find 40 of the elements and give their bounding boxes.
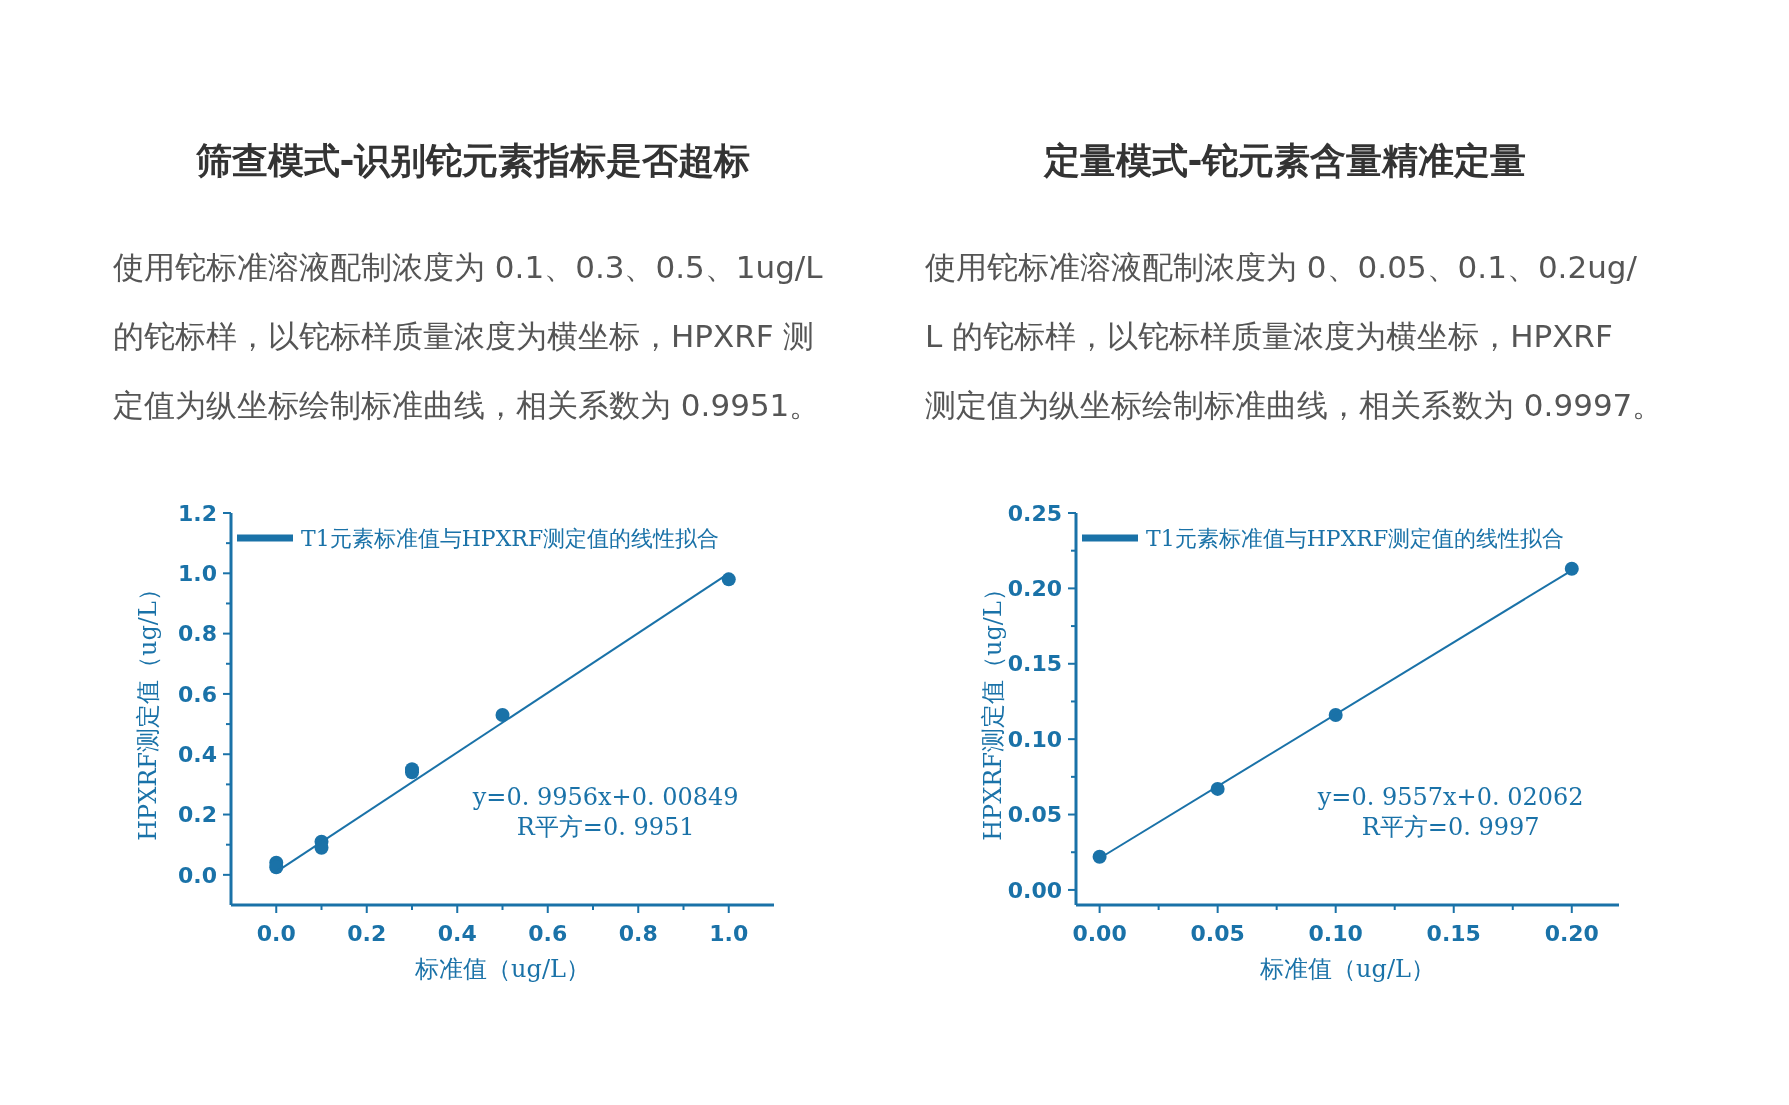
- y-tick-label: 0.8: [178, 621, 217, 647]
- x-tick-label: 0.8: [618, 921, 658, 946]
- x-tick-label: 0.15: [1426, 921, 1481, 946]
- legend-label: T1元素标准值与HPXRF测定值的线性拟合: [301, 525, 720, 551]
- x-tick-label: 0.4: [437, 921, 477, 946]
- annotation: R平方=0. 9951: [516, 813, 695, 841]
- y-axis-title: HPXRF测定值（ug/L）: [979, 577, 1007, 841]
- y-tick-label: 0.20: [1007, 576, 1062, 602]
- x-tick-label: 0.05: [1190, 921, 1245, 946]
- chart-title: 定量模式-铊元素含量精准定量: [1042, 140, 1527, 181]
- annotation: y=0. 9557x+0. 02062: [1316, 783, 1584, 811]
- annotation: y=0. 9956x+0. 00849: [471, 783, 739, 811]
- annotation: R平方=0. 9997: [1361, 813, 1540, 841]
- x-axis-title: 标准值（ug/L）: [1259, 955, 1435, 983]
- x-tick-label: 0.6: [528, 921, 568, 946]
- y-tick-label: 0.00: [1007, 877, 1062, 903]
- legend-label: T1元素标准值与HPXRF测定值的线性拟合: [1146, 525, 1565, 551]
- x-axis-title: 标准值（ug/L）: [414, 955, 590, 983]
- y-tick-label: 0.4: [178, 741, 217, 767]
- y-tick-label: 1.2: [178, 500, 217, 526]
- x-tick-label: 0.00: [1072, 921, 1127, 946]
- y-tick-label: 0.15: [1007, 651, 1062, 677]
- y-tick-label: 0.2: [178, 802, 217, 828]
- chart-subtitle: 使用铊标准溶液配制浓度为 0.1、0.3、0.5、1ug/L 的铊标样，以铊标样质量浓度为横坐标，HPXRF 测定值为纵坐标绘制标准曲线，相关系数为 0.9951。: [113, 249, 824, 423]
- point: [1564, 561, 1579, 576]
- y-tick-label: 0.10: [1007, 726, 1062, 752]
- chart-subtitle: 使用铊标准溶液配制浓度为 0、0.05、0.1、0.2ug/L 的铊标样，以铊标样质量浓度为横坐标，HPXRF 测定值为纵坐标绘制标准曲线，相关系数为 0.9997。: [925, 249, 1664, 423]
- x-tick-label: 0.20: [1544, 921, 1599, 946]
- y-tick-label: 0.05: [1007, 802, 1062, 828]
- point: [495, 708, 510, 723]
- y-tick-label: 0.0: [178, 862, 217, 888]
- chart-title: 筛查模式-识别铊元素指标是否超标: [194, 140, 751, 181]
- x-tick-label: 0.10: [1308, 921, 1363, 946]
- y-tick-label: 0.6: [178, 681, 217, 707]
- x-tick-label: 1.0: [709, 921, 749, 946]
- y-tick-label: 1.0: [178, 561, 217, 587]
- y-tick-label: 0.25: [1007, 500, 1062, 526]
- x-tick-label: 0.0: [256, 921, 296, 946]
- y-axis-title: HPXRF测定值（ug/L）: [134, 577, 162, 841]
- x-tick-label: 0.2: [347, 921, 387, 946]
